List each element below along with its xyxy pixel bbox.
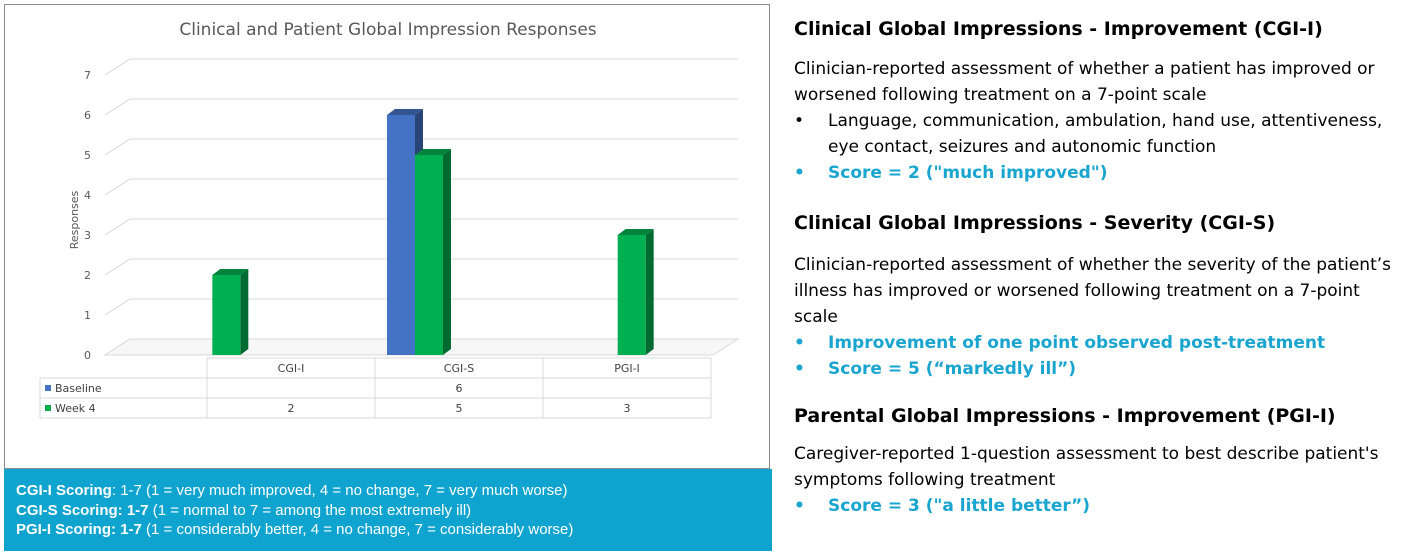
bullet-icon: • — [794, 163, 805, 183]
gridline — [104, 258, 738, 276]
gridline — [104, 58, 738, 76]
bar-week-4-cgi-i — [212, 275, 241, 355]
section-title: Parental Global Impressions - Improvemen… — [794, 405, 1336, 427]
scoring-desc: (1 = very much improved, 4 = no change, … — [146, 482, 568, 499]
chart-panel: Clinical and Patient Global Impression R… — [4, 4, 770, 469]
scoring-legend-box: CGI-I Scoring: 1-7 (1 = very much improv… — [4, 469, 772, 551]
table-value: 6 — [456, 382, 463, 395]
bullet-text: Improvement of one point observed post-t… — [828, 333, 1326, 353]
bullet-text: Language, communication, ambulation, han… — [828, 111, 1383, 157]
bar-side — [645, 229, 654, 355]
y-tick-label: 1 — [84, 309, 91, 322]
scoring-line-cgi-s: CGI-S Scoring: 1-7 (1 = normal to 7 = am… — [16, 501, 760, 521]
bullet-icon: • — [794, 496, 805, 516]
bullet-icon: • — [794, 333, 805, 353]
gridline — [104, 218, 738, 236]
gridline — [104, 138, 738, 156]
legend-label: Week 4 — [55, 402, 96, 415]
section-title: Clinical Global Impressions - Improvemen… — [794, 18, 1323, 40]
scoring-range: 1-7 — [120, 482, 142, 499]
x-tick-label: PGI-I — [614, 362, 640, 375]
y-tick-label: 5 — [84, 149, 91, 162]
chart-title: Clinical and Patient Global Impression R… — [179, 20, 596, 40]
y-tick-label: 7 — [84, 69, 91, 82]
bar-side — [443, 149, 451, 355]
legend-key — [45, 405, 51, 411]
bullet-icon: • — [794, 359, 805, 379]
chart-svg: Clinical and Patient Global Impression R… — [39, 20, 740, 419]
section-description: Caregiver-reported 1-question assessment… — [794, 444, 1379, 490]
scoring-line-cgi-i: CGI-I Scoring: 1-7 (1 = very much improv… — [16, 482, 568, 499]
bar-baseline-cgi-s — [387, 115, 415, 355]
section-title: Clinical Global Impressions - Severity (… — [794, 212, 1276, 234]
bullet-text: Score = 3 ("a little better”) — [828, 496, 1091, 516]
bar-top — [617, 229, 654, 235]
bullet-item-score: • Score = 5 (“markedly ill”) — [794, 356, 1394, 382]
y-tick-label: 0 — [84, 349, 91, 362]
section-description: Clinician-reported assessment of whether… — [794, 255, 1392, 327]
bullet-icon: • — [794, 111, 805, 131]
bullet-list: • Language, communication, ambulation, ha… — [794, 108, 1394, 186]
bar-top — [387, 109, 423, 115]
scoring-range: 1-7 — [126, 501, 149, 519]
y-tick-label: 2 — [84, 269, 91, 282]
table-value: 2 — [288, 402, 295, 415]
gridline — [104, 178, 738, 196]
scoring-desc: (1 = considerably better, 4 = no change,… — [146, 521, 574, 538]
x-tick-label: CGI-I — [278, 362, 305, 375]
bar-top — [415, 149, 451, 155]
bullet-list: • Improvement of one point observed post-… — [794, 330, 1394, 382]
y-tick-label: 3 — [84, 229, 91, 242]
section-cgi-i: Clinical Global Impressions - Improvemen… — [794, 14, 1394, 186]
section-pgi-i: Parental Global Impressions - Improvemen… — [794, 401, 1394, 519]
y-tick-label: 4 — [84, 189, 91, 202]
table-value: 5 — [456, 402, 463, 415]
bullet-text: Score = 5 (“markedly ill”) — [828, 359, 1077, 379]
y-tick-label: 6 — [84, 109, 91, 122]
scoring-label: CGI-I Scoring — [16, 482, 112, 499]
section-description: Clinician-reported assessment of whether… — [794, 59, 1375, 105]
section-cgi-s: Clinical Global Impressions - Severity (… — [794, 208, 1394, 382]
bar-side — [240, 269, 249, 355]
x-tick-label: CGI-S — [444, 362, 474, 375]
y-axis-label: Responses — [68, 190, 81, 249]
bar-week-4-cgi-s — [415, 155, 443, 355]
bullet-list: • Score = 3 ("a little better”) — [794, 493, 1394, 519]
bullet-item-score: • Score = 3 ("a little better”) — [794, 493, 1394, 519]
scoring-line-pgi-i: PGI-I Scoring: 1-7 (1 = considerably bet… — [16, 520, 760, 540]
gridline — [104, 298, 738, 316]
scoring-label: PGI-I Scoring: — [16, 521, 121, 538]
scoring-label: CGI-S Scoring: — [16, 501, 123, 519]
bullet-text: Score = 2 ("much improved") — [828, 163, 1108, 183]
legend-key — [45, 385, 51, 391]
bullet-item-score: • Score = 2 ("much improved") — [794, 160, 1394, 186]
bullet-item: • Language, communication, ambulation, ha… — [794, 108, 1394, 160]
table-value: 3 — [624, 402, 631, 415]
scoring-desc: (1 = normal to 7 = among the most extrem… — [152, 501, 472, 519]
bullet-item: • Improvement of one point observed post-… — [794, 330, 1394, 356]
legend-label: Baseline — [55, 382, 102, 395]
gridline — [104, 98, 738, 116]
bar-top — [212, 269, 249, 275]
bar-week-4-pgi-i — [617, 235, 646, 355]
scoring-range: 1-7 — [120, 521, 142, 538]
